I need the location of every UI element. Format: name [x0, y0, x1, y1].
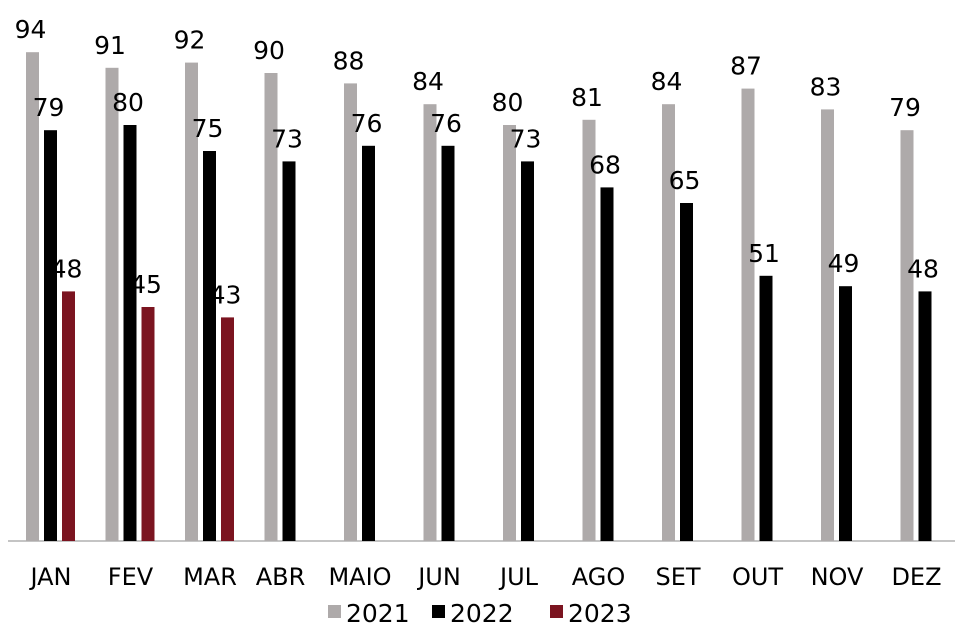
bar-2022-ago	[600, 187, 614, 541]
bar-2022-dez	[918, 291, 932, 541]
legend-swatch-2021	[328, 605, 341, 618]
bar-2022-set	[680, 203, 693, 541]
x-tick-label-jun: JUN	[416, 563, 461, 591]
data-label-2021-fev: 91	[94, 31, 126, 60]
bar-2022-mar	[203, 151, 216, 541]
bar-2023-jan	[62, 291, 75, 541]
bar-2022-jan	[44, 130, 57, 541]
x-tick-label-abr: ABR	[256, 563, 306, 591]
x-tick-label-mar: MAR	[183, 563, 237, 591]
x-tick-label-fev: FEV	[108, 563, 154, 591]
x-tick-label-jul: JUL	[498, 563, 539, 591]
bar-2022-jul	[521, 161, 534, 541]
data-label-2023-mar: 43	[210, 280, 242, 309]
bar-2021-ago	[582, 119, 596, 542]
bar-2021-jul	[503, 125, 516, 541]
data-label-2022-mar: 75	[192, 114, 224, 143]
bar-2021-nov	[821, 109, 834, 542]
data-label-2021-set: 84	[651, 67, 683, 96]
bar-2021-set	[662, 104, 675, 541]
bar-2021-maio	[344, 83, 357, 542]
data-label-2022-nov: 49	[828, 249, 860, 278]
bar-2022-abr	[282, 161, 296, 541]
bar-2022-maio	[362, 145, 375, 542]
legend-swatch-2023	[550, 605, 563, 618]
bar-2022-nov	[839, 286, 852, 541]
data-label-2022-jun: 76	[430, 109, 462, 138]
x-tick-label-jan: JAN	[28, 563, 71, 591]
bar-2023-mar	[221, 317, 234, 541]
x-tick-label-dez: DEZ	[891, 563, 941, 591]
x-tick-label-set: SET	[655, 563, 700, 591]
bar-2022-fev	[123, 125, 137, 541]
data-label-2023-jan: 48	[51, 254, 83, 283]
x-tick-label-nov: NOV	[811, 563, 864, 591]
bar-2021-out	[741, 88, 755, 541]
data-labels-layer: 94 79 48 91 80 45 92 75 43 90 73 88 76 84 76 80 73 81 68 84…	[15, 15, 939, 309]
bar-2021-jun	[423, 104, 437, 541]
x-tick-label-maio: MAIO	[328, 563, 391, 591]
bars-layer	[26, 52, 932, 542]
bar-2021-abr	[264, 73, 278, 541]
legend-label-2022: 2022	[450, 599, 514, 626]
data-label-2022-ago: 68	[589, 150, 621, 179]
bar-2021-fev	[105, 67, 119, 542]
bar-2021-jan	[26, 52, 39, 541]
data-label-2022-dez: 48	[907, 254, 939, 283]
bar-2023-fev	[141, 307, 155, 541]
legend-label-2023: 2023	[568, 599, 632, 626]
data-label-2021-nov: 83	[810, 72, 842, 101]
data-label-2022-abr: 73	[271, 124, 303, 153]
data-label-2022-fev: 80	[112, 88, 144, 117]
legend-label-2021: 2021	[346, 599, 410, 626]
data-label-2021-mar: 92	[174, 26, 206, 55]
data-label-2022-jan: 79	[33, 93, 65, 122]
data-label-2021-dez: 79	[889, 93, 921, 122]
data-label-2021-abr: 90	[253, 36, 285, 65]
data-label-2021-ago: 81	[571, 83, 603, 112]
bar-2021-mar	[185, 62, 198, 541]
legend: 2021 2022 2023	[328, 599, 632, 626]
bar-2021-dez	[900, 130, 914, 541]
data-label-2021-jul: 80	[492, 88, 524, 117]
bar-2022-out	[759, 275, 773, 541]
data-label-2023-fev: 45	[130, 270, 162, 299]
legend-swatch-2022	[432, 605, 445, 618]
x-tick-label-ago: AGO	[572, 563, 625, 591]
data-label-2021-jun: 84	[412, 67, 444, 96]
data-label-2021-out: 87	[730, 52, 762, 81]
data-label-2021-maio: 88	[333, 46, 365, 75]
bar-2022-jun	[441, 145, 455, 542]
data-label-2022-out: 51	[748, 239, 780, 268]
data-label-2021-jan: 94	[15, 15, 47, 44]
category-labels-layer: JAN FEV MAR ABR MAIO JUN JUL AGO SET OUT NOV DEZ	[28, 563, 941, 591]
data-label-2022-jul: 73	[510, 124, 542, 153]
data-label-2022-set: 65	[669, 166, 701, 195]
data-label-2022-maio: 76	[351, 109, 383, 138]
x-tick-label-out: OUT	[732, 563, 783, 591]
